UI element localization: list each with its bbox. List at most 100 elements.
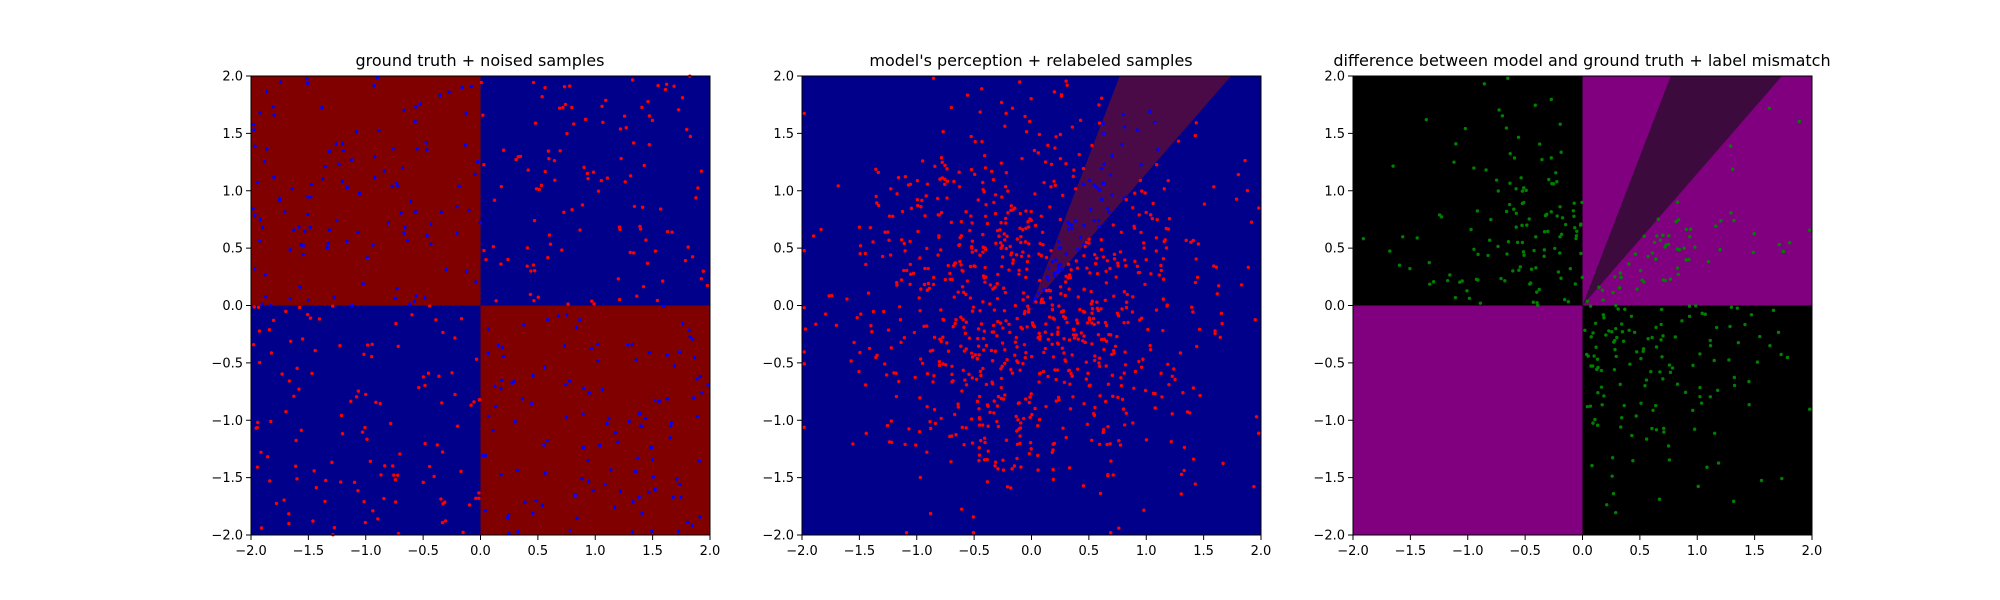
panel-1-point-204 [483, 454, 488, 458]
panel-2-point-725 [1069, 371, 1073, 376]
panel-2-point-585 [975, 399, 980, 404]
panel-3-point-57 [1558, 205, 1562, 209]
panel-1-point-312 [288, 248, 292, 252]
panel-2-point-482 [1057, 398, 1061, 402]
panel-1-x-tick-label: 0.5 [528, 544, 549, 559]
panel-2-point-937 [1131, 421, 1135, 425]
panel-3-region-bottom-left [1353, 305, 1583, 535]
panel-3-point-105 [1596, 391, 1600, 395]
panel-3-point-285 [1496, 244, 1500, 249]
panel-2-point-739 [1028, 395, 1032, 399]
panel-1-point-68 [523, 500, 527, 504]
panel-2-point-667 [1193, 280, 1198, 285]
panel-1-point-173 [545, 438, 549, 443]
panel-2-point-595 [1054, 377, 1058, 382]
panel-2-point-706 [1090, 307, 1095, 311]
panel-2-point-618 [999, 367, 1003, 371]
panel-1-point-199 [650, 118, 655, 123]
panel-1-point-28 [463, 143, 468, 147]
panel-3-point-211 [1716, 461, 1721, 465]
panel-1-point-151 [575, 516, 579, 520]
panel-3-point-170 [1475, 209, 1480, 213]
panel-1-point-393 [649, 446, 654, 450]
panel-2-point-780 [1076, 337, 1080, 341]
panel-3-point-31 [1601, 313, 1606, 317]
panel-1-point-22 [292, 394, 296, 399]
panel-1-point-346 [491, 245, 496, 249]
panel-2-point-459 [1027, 225, 1031, 229]
panel-1-point-191 [558, 149, 562, 153]
panel-2-point-265 [982, 329, 987, 333]
panel-2-point-907 [1072, 168, 1076, 172]
panel-2-point-776 [802, 306, 806, 310]
panel-1-point-421 [251, 122, 256, 127]
panel-3-point-320 [1453, 295, 1458, 300]
panel-2-point-254 [1179, 472, 1184, 477]
panel-2-point-470 [1166, 227, 1171, 231]
panel-2-point-674 [923, 266, 927, 271]
panel-3-point-201 [1627, 262, 1631, 266]
panel-2-point-649 [945, 179, 950, 184]
panel-3-point-198 [1458, 280, 1462, 284]
panel-1-point-438 [299, 428, 303, 432]
panel-3-point-25 [1595, 357, 1600, 361]
panel-2-point-0 [1099, 307, 1103, 311]
panel-2-point-957 [1064, 274, 1068, 279]
panel-1-point-107 [679, 495, 683, 499]
panel-2-point-701 [1110, 352, 1114, 357]
panel-1-point-84 [482, 248, 486, 253]
panel-3-point-207 [1469, 227, 1473, 232]
panel-2-point-445 [1068, 407, 1073, 411]
panel-3-point-67 [1506, 76, 1510, 81]
panel-2-point-935 [1154, 236, 1159, 240]
panel-2-point-510 [1029, 447, 1033, 451]
panel-2-point-243 [1049, 248, 1053, 253]
panel-1-point-157 [257, 329, 262, 333]
panel-2-point-740 [1060, 346, 1065, 351]
panel-1-point-280 [311, 519, 315, 523]
panel-3-point-247 [1553, 246, 1557, 251]
panel-2-point-536 [1117, 526, 1121, 530]
panel-3-point-64 [1589, 335, 1593, 339]
panel-1-point-239 [537, 187, 541, 192]
panel-1-point-380 [522, 323, 526, 327]
panel-2-point-936 [941, 362, 945, 366]
panel-2-point-34 [1068, 382, 1072, 386]
panel-2-point-586 [1017, 401, 1021, 405]
panel-2-point-451 [916, 229, 920, 234]
panel-1-point-478 [259, 450, 263, 454]
panel-2-point-119 [1118, 250, 1123, 254]
panel-1-point-430 [392, 473, 396, 477]
panel-1-point-229 [423, 441, 427, 446]
panel-3-y-tick-label: −2.0 [1313, 529, 1345, 544]
panel-3-point-134 [1521, 250, 1526, 254]
panel-3-point-286 [1613, 347, 1617, 352]
panel-2-point-489 [1018, 211, 1023, 216]
panel-2-point-867 [1003, 238, 1007, 242]
panel-2-point-841 [1024, 209, 1028, 213]
panel-2-point-321 [855, 316, 859, 320]
panel-1-point-403 [332, 295, 336, 299]
panel-2-point-480 [964, 426, 968, 430]
panel-1-point-158 [298, 285, 302, 289]
panel-2-point-224 [920, 198, 924, 203]
panel-2-point-749 [990, 330, 994, 334]
panel-3-point-4 [1531, 300, 1536, 304]
panel-3-point-224 [1574, 234, 1579, 238]
panel-2-point-522 [977, 453, 982, 457]
panel-1-point-404 [262, 159, 267, 163]
panel-1-point-250 [506, 513, 511, 517]
panel-2-point-858 [1004, 170, 1009, 175]
panel-2-point-488 [971, 305, 976, 309]
panel-1-point-208 [701, 269, 706, 273]
panel-2-point-882 [1010, 371, 1015, 375]
panel-3-point-5 [1644, 378, 1649, 382]
panel-2-point-273 [933, 421, 938, 426]
panel-1-point-64 [536, 295, 540, 299]
panel-2-point-509 [1191, 386, 1196, 390]
panel-3-point-19 [1555, 214, 1559, 218]
panel-1-point-244 [308, 225, 312, 230]
panel-2-point-123 [1121, 407, 1126, 411]
panel-2-point-251 [1096, 218, 1101, 223]
panel-3-y-tick-label: −1.5 [1313, 471, 1345, 486]
